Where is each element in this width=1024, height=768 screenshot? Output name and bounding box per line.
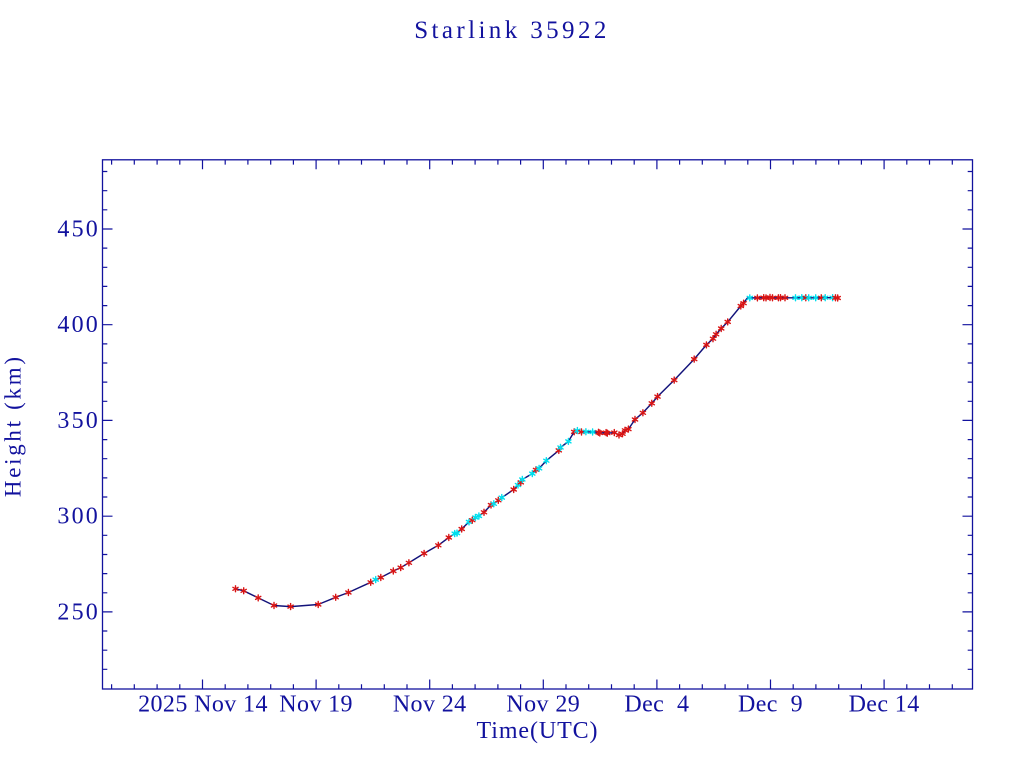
svg-text:Nov 24: Nov 24 [393,692,467,718]
svg-text:Starlink 35922: Starlink 35922 [414,17,610,44]
svg-text:Dec 9: Dec 9 [738,692,803,718]
svg-text:Time(UTC): Time(UTC) [477,718,599,744]
svg-text:400: 400 [57,312,100,338]
svg-text:Dec 14: Dec 14 [849,692,920,718]
svg-text:450: 450 [57,217,100,243]
svg-text:250: 250 [57,599,100,625]
svg-text:Dec 4: Dec 4 [624,692,689,718]
svg-text:Height (km): Height (km) [1,354,26,497]
svg-text:Nov 29: Nov 29 [506,692,580,718]
svg-text:2025 Nov 14: 2025 Nov 14 [138,692,268,718]
svg-text:350: 350 [57,408,100,434]
svg-text:300: 300 [57,504,100,530]
svg-text:Nov 19: Nov 19 [279,692,353,718]
